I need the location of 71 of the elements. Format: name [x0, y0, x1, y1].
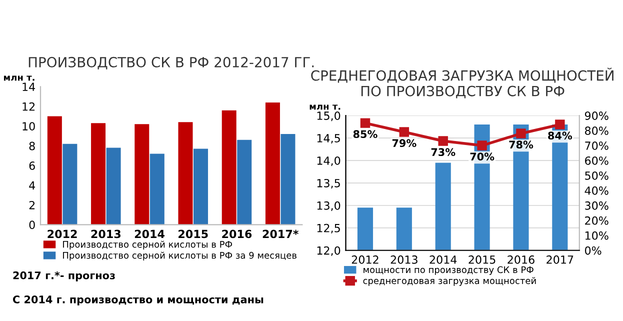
y2-tick-label: 30% [585, 201, 608, 210]
chart-title: ПРОИЗВОДСТВО СК В РФ 2012-2017 ГГ. [28, 56, 314, 70]
y-tick-label: 6 [29, 162, 35, 170]
point [555, 120, 565, 130]
x-tick-label: 2012 [48, 230, 77, 238]
y-tick-label: 14,0 [317, 156, 340, 166]
x-tick-label: 2013 [390, 255, 418, 264]
y-tick-label: 4 [29, 181, 36, 190]
y-tick-label: 12 [22, 102, 35, 111]
x-tick-label: 2017* [262, 230, 298, 238]
point [360, 118, 370, 128]
y2-tick-label: 50% [585, 171, 608, 180]
x-tick-label: 2012 [352, 255, 378, 264]
y-tick-label: 0 [29, 220, 35, 230]
bar [134, 124, 150, 225]
x-tick-label: 2013 [91, 230, 120, 238]
y-tick-label: 13,5 [317, 178, 340, 188]
bar [194, 148, 208, 225]
x-tick-label: 2016 [222, 230, 252, 238]
bar [280, 134, 296, 225]
data-label: 85% [353, 130, 378, 138]
bar [178, 122, 193, 225]
y-axis-title: млн т. [4, 76, 34, 81]
bar [222, 110, 236, 225]
y-tick-label: 14 [22, 82, 36, 91]
legend-label: Производство серной кислоты в РФ [63, 240, 232, 250]
y2-tick-label: 60% [585, 156, 608, 165]
y-tick-label: 13,0 [317, 201, 340, 211]
point [399, 127, 410, 137]
y2-tick-label: 40% [584, 186, 608, 195]
point [438, 136, 448, 146]
y2-tick-label: 90% [584, 112, 608, 120]
data-label: 84% [548, 132, 572, 140]
y2-tick-label: 70% [585, 141, 608, 150]
bar [106, 148, 121, 225]
y-tick-label: 15,0 [317, 112, 340, 122]
y2-tick-label: 20% [585, 216, 608, 225]
bar [62, 144, 78, 225]
y2-tick-label: 10% [585, 231, 608, 240]
y2-tick-label: 80% [585, 126, 608, 135]
data-label: 70% [470, 152, 494, 161]
bar [237, 140, 252, 225]
bar [150, 154, 164, 225]
chart-title: СРЕДНЕГОДОВАЯ ЗАГРУЗКА МОЩНОСТЕЙ ПО ПРОИЗВОДСТВУ СК В РФ [311, 68, 614, 98]
text: С 2014 г. производство и мощности даны [12, 296, 264, 306]
x-tick-label: 2017 [546, 255, 574, 264]
y-tick-label: 14,5 [317, 134, 340, 144]
y-tick-label: 12,5 [317, 224, 340, 234]
data-label: 73% [431, 148, 456, 156]
bar [91, 123, 106, 225]
x-tick-label: 2014 [134, 230, 164, 238]
y-tick-label: 8 [29, 142, 35, 150]
x-tick-label: 2014 [430, 255, 457, 264]
y-axis-title: млн т. [310, 104, 340, 110]
y-tick-label: 10 [22, 122, 35, 130]
x-tick-label: 2016 [508, 255, 534, 264]
text: 2017 г.*- прогноз [13, 271, 115, 282]
y2-tick-label: 0% [584, 246, 602, 255]
x-tick-label: 2015 [468, 255, 496, 264]
y-tick-label: 12,0 [317, 246, 340, 256]
bar [47, 116, 62, 225]
x-tick-label: 2015 [178, 230, 208, 238]
data-label: 79% [392, 139, 416, 148]
bar [265, 102, 280, 225]
data-label: 78% [509, 140, 534, 149]
point [477, 140, 487, 150]
point [516, 128, 526, 138]
legend-label: Производство серной кислоты в РФ за 9 месяцев [63, 252, 296, 260]
legend-label: мощности по производству СК в РФ [364, 266, 534, 275]
y-tick-label: 2 [29, 200, 35, 210]
legend-label: среднегодовая загрузка мощностей [363, 277, 536, 286]
